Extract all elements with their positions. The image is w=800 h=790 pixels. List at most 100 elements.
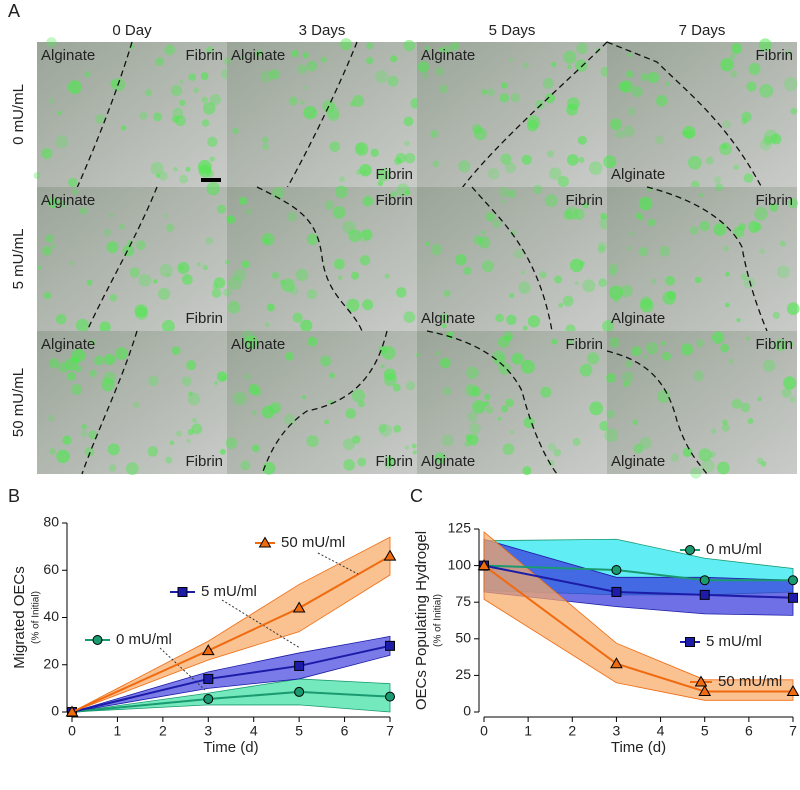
cell-spot	[99, 321, 111, 333]
cell-spot	[378, 424, 387, 433]
cell-spot	[171, 346, 181, 355]
cell-spot	[209, 93, 222, 106]
micrograph: Alginate Fibrin	[225, 329, 417, 475]
cell-spot	[329, 372, 335, 379]
cell-spot	[355, 169, 362, 176]
cell-spot	[698, 448, 712, 462]
cell-spot	[655, 94, 668, 107]
cell-label: Alginate	[231, 47, 285, 64]
cell-spot	[227, 300, 241, 314]
cell-spot	[404, 140, 410, 147]
row-label: 50 mU/mL	[10, 368, 27, 437]
cell-spot	[705, 156, 715, 165]
cell-spot	[540, 386, 552, 398]
cell-spot	[554, 275, 563, 284]
x-tick-label: 2	[568, 723, 576, 739]
cell-spot	[443, 289, 451, 297]
cell-spot	[383, 368, 397, 381]
cell-spot	[438, 47, 443, 52]
cell-spot	[762, 359, 776, 372]
cell-spot	[721, 143, 728, 150]
cell-spot	[109, 293, 118, 302]
cell-spot	[662, 291, 676, 305]
cell-spot	[62, 435, 72, 445]
cell-spot	[359, 255, 371, 266]
cell-spot	[206, 181, 220, 196]
cell-spot	[158, 171, 168, 181]
cell-spot	[422, 72, 429, 79]
cell-spot	[67, 80, 82, 95]
cell-label: Fibrin	[375, 192, 413, 209]
cell-spot	[214, 381, 219, 386]
series-line	[71, 644, 391, 713]
cell-spot	[562, 295, 574, 307]
cell-spot	[350, 271, 360, 280]
cell-spot	[682, 125, 696, 139]
cell-spot	[690, 467, 702, 479]
cell-spot	[606, 373, 616, 383]
micrograph-bg	[37, 42, 227, 187]
leader-line	[317, 552, 359, 575]
cell-spot	[522, 325, 528, 331]
cell-spot	[381, 345, 396, 360]
cell-spot	[271, 271, 280, 280]
cell-spot	[710, 428, 717, 434]
cell-spot	[352, 435, 361, 444]
cell-spot	[171, 84, 183, 97]
cell-spot	[355, 143, 366, 154]
y-tick-label: 40	[43, 608, 59, 624]
cell-spot	[390, 55, 398, 63]
cell-spot	[163, 213, 168, 218]
cell-spot	[66, 372, 76, 381]
cell-spot	[42, 245, 52, 256]
cell-spot	[502, 443, 515, 455]
cell-spot	[177, 261, 190, 275]
cell-spot	[647, 218, 656, 227]
cell-spot	[466, 366, 479, 380]
cell-spot	[329, 141, 341, 152]
micrograph-bg	[37, 187, 227, 331]
cell-spot	[506, 314, 517, 325]
cell-spot	[302, 52, 309, 59]
micrograph-bg	[607, 42, 797, 187]
micrograph: Alginate Fibrin	[37, 181, 227, 333]
cell-spot	[216, 371, 228, 382]
micrograph: Fibrin Alginate	[415, 330, 610, 476]
cell-spot	[262, 143, 269, 151]
cell-spot	[520, 359, 535, 374]
cell-spot	[551, 61, 557, 68]
cell-spot	[733, 226, 745, 238]
cell-spot	[511, 352, 524, 365]
cell-spot	[746, 81, 757, 92]
cell-spot	[205, 237, 214, 245]
row-label: 5 mU/mL	[10, 229, 27, 290]
cell-spot	[733, 164, 740, 171]
cell-spot	[245, 208, 252, 215]
cell-spot	[434, 350, 441, 356]
cell-spot	[776, 265, 790, 279]
cell-spot	[88, 338, 96, 346]
marker	[786, 685, 800, 697]
cell-spot	[713, 176, 722, 184]
cell-spot	[687, 155, 702, 170]
cell-spot	[716, 461, 730, 475]
cell-label: Alginate	[611, 310, 665, 327]
cell-spot	[569, 258, 584, 273]
cell-spot	[743, 173, 754, 183]
cell-spot	[49, 98, 55, 104]
cell-spot	[269, 69, 280, 80]
cell-spot	[573, 208, 585, 220]
cell-spot	[748, 62, 761, 75]
cell-spot	[553, 448, 561, 457]
cell-spot	[722, 419, 728, 426]
cell-spot	[207, 136, 218, 148]
cell-spot	[442, 45, 451, 55]
cell-spot	[602, 320, 615, 333]
cell-spot	[654, 135, 664, 145]
cell-spot	[404, 445, 410, 450]
cell-spot	[664, 81, 670, 87]
cell-spot	[713, 222, 727, 236]
boundary	[261, 330, 388, 475]
cell-spot	[720, 343, 730, 353]
y-tick-label: 0	[463, 703, 471, 719]
